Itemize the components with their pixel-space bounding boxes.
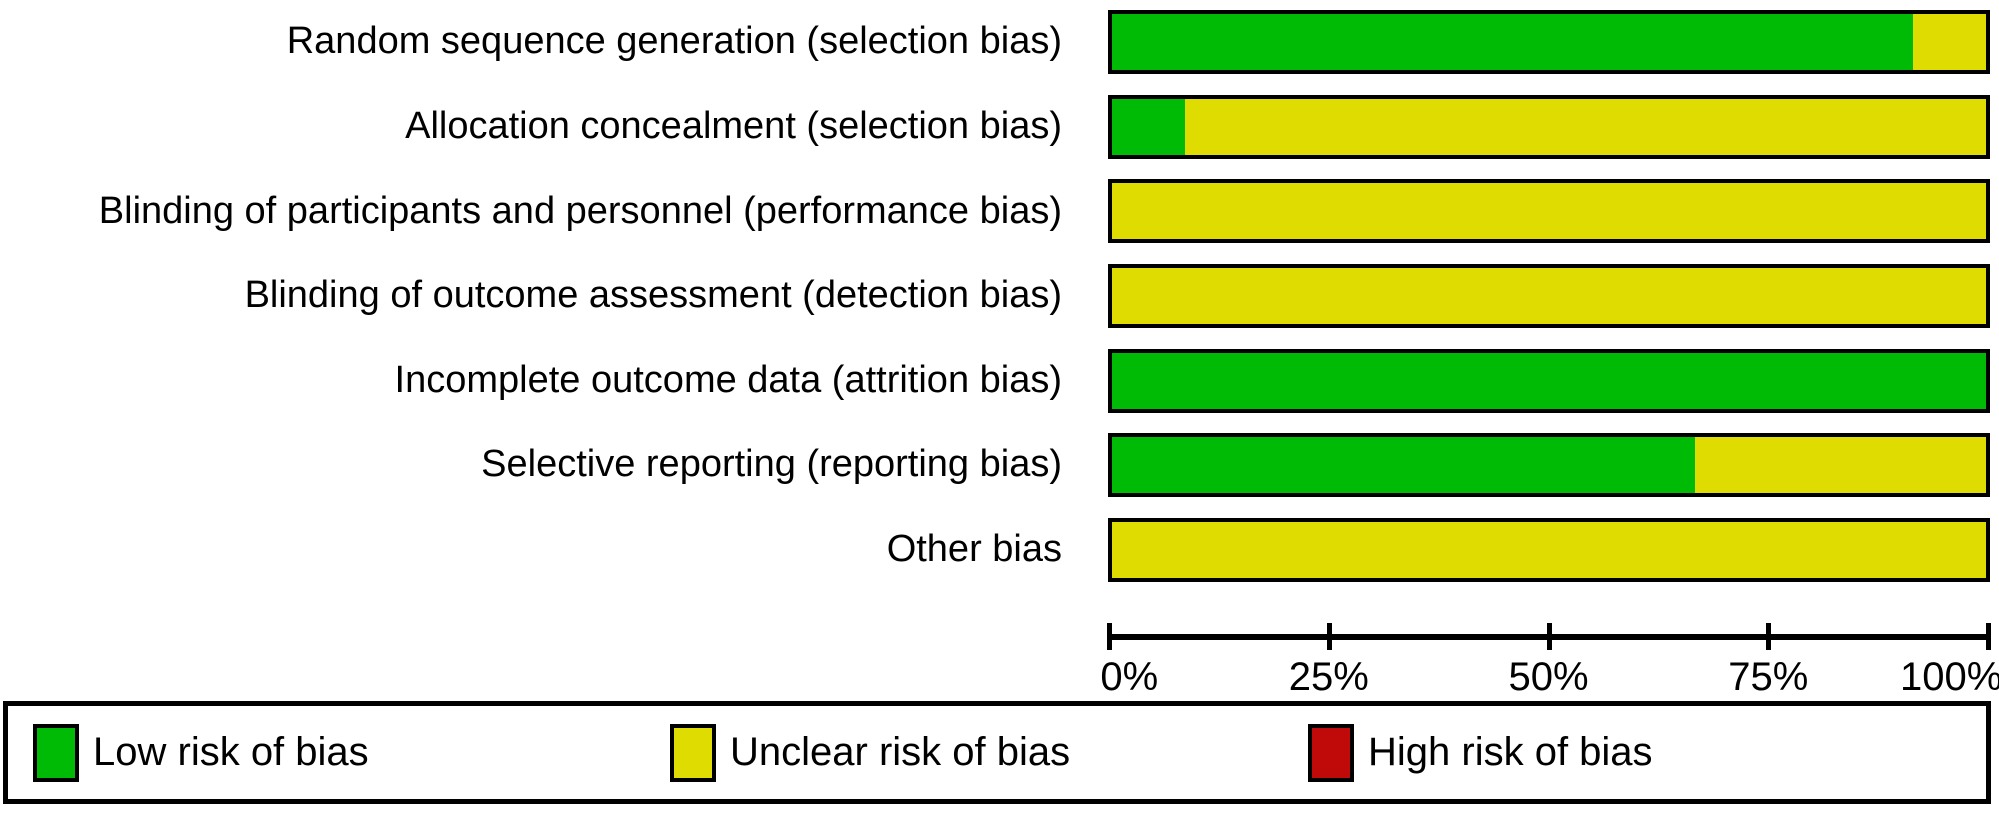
chart-row-6: Selective reporting (reporting bias) [0,423,1999,508]
category-label-allocation-concealment-selection-bias: Allocation concealment (selection bias) [405,104,1062,147]
bar-rows: Random sequence generation (selection bi… [0,0,1999,593]
axis-tick-label-75: 75% [1728,655,1809,699]
axis-tick-100 [1986,623,1991,650]
segment-unclear-risk-of-bias [1112,268,1986,325]
legend-entry-unclear-risk-of-bias: Unclear risk of bias [670,723,1071,782]
legend-entry-high-risk-of-bias: High risk of bias [1308,723,1653,782]
legend-entry-low-risk-of-bias: Low risk of bias [33,723,369,782]
chart-row-7: Other bias [0,508,1999,593]
axis-tick-75 [1766,623,1772,650]
bar-2 [1108,94,1990,159]
legend-swatch-unclear-risk-of-bias [670,723,716,782]
chart-row-3: Blinding of participants and personnel (… [0,169,1999,254]
legend-swatch-high-risk-of-bias [1308,723,1354,782]
x-axis: 0% 25% 50% 75% 100% [1100,623,1999,703]
segment-low-risk-of-bias [1112,352,1986,409]
axis-tick-25 [1326,623,1332,650]
bar-6 [1108,433,1990,498]
axis-tick-label-50: 50% [1508,655,1589,699]
category-label-random-sequence-generation-selection-bias: Random sequence generation (selection bi… [286,20,1062,63]
bar-4 [1108,264,1990,329]
chart-row-5: Incomplete outcome data (attrition bias) [0,338,1999,423]
bar-7 [1108,517,1990,582]
category-label-other-bias: Other bias [886,527,1062,570]
segment-unclear-risk-of-bias [1694,437,1986,494]
bar-3 [1108,179,1990,244]
segment-unclear-risk-of-bias [1112,521,1986,578]
segment-low-risk-of-bias [1112,14,1914,71]
legend-label-high-risk-of-bias: High risk of bias [1368,730,1653,774]
axis-tick-0 [1107,623,1112,650]
category-label-blinding-of-outcome-assessment-detection-bias: Blinding of outcome assessment (detectio… [244,274,1062,317]
chart-row-2: Allocation concealment (selection bias) [0,85,1999,170]
chart-row-4: Blinding of outcome assessment (detectio… [0,254,1999,339]
axis-tick-label-25: 25% [1288,655,1369,699]
axis-tick-label-100: 100% [1900,655,1999,699]
legend: Low risk of bias Unclear risk of bias High… [3,701,1991,804]
segment-unclear-risk-of-bias [1184,98,1986,155]
chart-row-1: Random sequence generation (selection bi… [0,0,1999,85]
bar-5 [1108,348,1990,413]
category-label-blinding-of-participants-and-personnel-performance-bias: Blinding of participants and personnel (… [98,189,1062,232]
segment-unclear-risk-of-bias [1913,14,1986,71]
segment-low-risk-of-bias [1112,437,1695,494]
legend-label-low-risk-of-bias: Low risk of bias [93,730,369,774]
category-label-incomplete-outcome-data-attrition-bias: Incomplete outcome data (attrition bias) [394,358,1062,401]
segment-unclear-risk-of-bias [1112,183,1986,240]
legend-swatch-low-risk-of-bias [33,723,79,782]
segment-low-risk-of-bias [1112,98,1185,155]
axis-tick-label-0: 0% [1100,655,1159,699]
bar-1 [1108,10,1990,75]
axis-tick-50 [1546,623,1552,650]
category-label-selective-reporting-reporting-bias: Selective reporting (reporting bias) [481,443,1062,486]
legend-label-unclear-risk-of-bias: Unclear risk of bias [730,730,1071,774]
